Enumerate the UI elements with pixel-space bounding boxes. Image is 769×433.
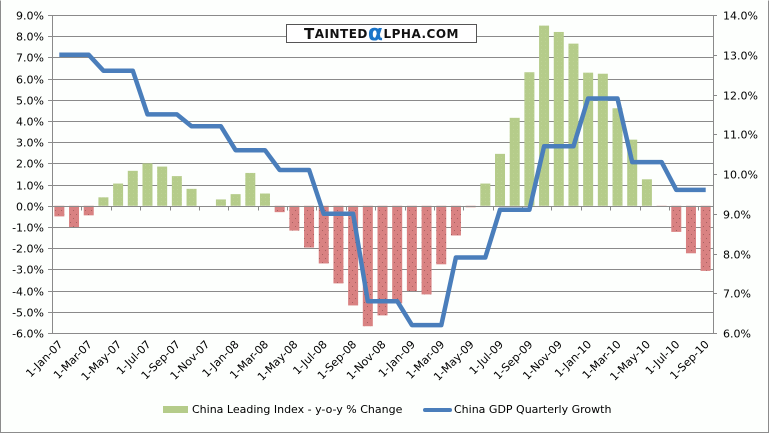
bar-1-Oct-09: [539, 25, 550, 206]
axes: [48, 15, 717, 334]
bar-1-Jul-08: [318, 205, 329, 264]
bar-1-Dec-07: [215, 199, 226, 206]
right-axis-tick-label: 8.0%: [723, 249, 751, 262]
bar-1-Feb-10: [597, 73, 608, 206]
bar-1-Feb-08: [245, 172, 256, 206]
gdp-growth-line: [59, 52, 706, 328]
bar-1-Feb-07: [69, 205, 80, 227]
bar-1-Jul-07: [142, 163, 153, 206]
logo-alpha-icon: α: [367, 20, 384, 46]
bar-1-May-07: [113, 183, 124, 206]
left-axis-tick-label: 1.0%: [16, 180, 44, 193]
logo-text-lpha-com: LPHA.COM: [383, 26, 459, 41]
right-axis-tick-label: 7.0%: [723, 288, 751, 301]
bar-1-Jan-09: [406, 205, 417, 292]
legend-swatch-line: [423, 407, 452, 412]
left-axis-tick-label: -2.0%: [12, 243, 44, 256]
legend: China Leading Index - y-o-y % Change Chi…: [0, 403, 769, 421]
left-axis-tick-label: 5.0%: [16, 95, 44, 108]
bar-1-Mar-10: [612, 108, 623, 206]
logo-initial-t: T: [303, 24, 315, 43]
bar-1-Oct-07: [186, 188, 197, 206]
bar-1-Apr-10: [627, 139, 638, 206]
logo-text-ainted: AINTED: [314, 26, 368, 41]
bar-1-Mar-07: [83, 205, 94, 216]
bar-1-Aug-08: [333, 205, 344, 284]
bar-1-Aug-09: [509, 117, 520, 206]
bar-1-Oct-08: [362, 205, 373, 327]
legend-item-gdp-growth: China GDP Quarterly Growth: [423, 403, 611, 416]
legend-swatch-bar: [163, 406, 188, 413]
bar-1-Dec-09: [568, 43, 579, 206]
right-axis-tick-label: 10.0%: [723, 169, 758, 182]
left-axis-tick-label: 6.0%: [16, 74, 44, 87]
bar-1-Jun-09: [480, 183, 491, 206]
left-axis-tick-label: 3.0%: [16, 137, 44, 150]
left-axis-tick-label: -4.0%: [12, 286, 44, 299]
right-axis-tick-label: 11.0%: [723, 129, 758, 142]
right-axis-tick-label: 9.0%: [723, 209, 751, 222]
left-axis-tick-label: -6.0%: [12, 328, 44, 341]
bar-1-Sep-09: [524, 72, 535, 206]
bar-1-Apr-09: [450, 205, 461, 236]
bar-1-Aug-07: [157, 166, 168, 206]
right-axis-tick-label: 6.0%: [723, 328, 751, 341]
bar-1-Mar-08: [259, 193, 270, 206]
bar-1-Nov-09: [553, 31, 564, 206]
legend-label-leading-index: China Leading Index - y-o-y % Change: [192, 403, 403, 416]
bar-1-Apr-07: [98, 197, 109, 206]
bar-1-Sep-08: [348, 205, 359, 306]
bar-1-Jul-09: [495, 153, 506, 206]
left-axis-tick-label: -1.0%: [12, 222, 44, 235]
bar-1-Jul-10: [671, 205, 682, 232]
right-axis-tick-label: 13.0%: [723, 50, 758, 63]
bar-1-Jan-08: [230, 194, 241, 206]
line-series: [59, 52, 706, 328]
left-axis-labels: -6.0% -5.0% -4.0% -3.0% -2.0% -1.0% 0.0% 1.0% 2.…: [12, 10, 44, 341]
bar-series: [54, 25, 711, 327]
bar-1-Nov-08: [377, 205, 388, 316]
bar-1-Mar-09: [436, 205, 447, 265]
left-axis-tick-label: 7.0%: [16, 52, 44, 65]
legend-item-leading-index: China Leading Index - y-o-y % Change: [163, 403, 402, 416]
bar-1-Jun-08: [304, 205, 315, 248]
left-axis-tick-label: 2.0%: [16, 158, 44, 171]
left-axis-tick-label: -3.0%: [12, 264, 44, 277]
left-axis-tick-label: -5.0%: [12, 307, 44, 320]
left-axis-tick-label: 8.0%: [16, 31, 44, 44]
legend-label-gdp-growth: China GDP Quarterly Growth: [454, 403, 612, 416]
bar-1-Jun-07: [127, 170, 138, 206]
left-axis-tick-label: 0.0%: [16, 201, 44, 214]
left-axis-tick-label: 4.0%: [16, 116, 44, 129]
x-axis-labels: 1-Jan-071-Mar-071-May-071-Jul-071-Sep-07…: [23, 338, 711, 384]
bar-1-Apr-08: [274, 205, 285, 213]
bar-1-Jan-07: [54, 205, 65, 217]
left-axis-tick-label: 9.0%: [16, 10, 44, 23]
bar-1-May-08: [289, 205, 300, 231]
bar-1-Aug-10: [685, 205, 696, 254]
bar-1-Feb-09: [421, 205, 432, 295]
logo-tainted-alpha: T AINTED α LPHA.COM: [286, 20, 477, 46]
bar-1-May-10: [641, 179, 652, 206]
right-axis-tick-label: 14.0%: [723, 10, 758, 23]
bar-1-Sep-10: [700, 205, 711, 271]
bar-1-Jan-10: [583, 72, 594, 206]
right-axis-labels: 6.0% 7.0% 8.0% 9.0% 10.0% 11.0% 12.0% 13.0% 14.0…: [723, 10, 758, 341]
bar-1-Dec-08: [392, 205, 403, 304]
right-axis-tick-label: 12.0%: [723, 90, 758, 103]
bar-1-Sep-07: [171, 176, 182, 206]
